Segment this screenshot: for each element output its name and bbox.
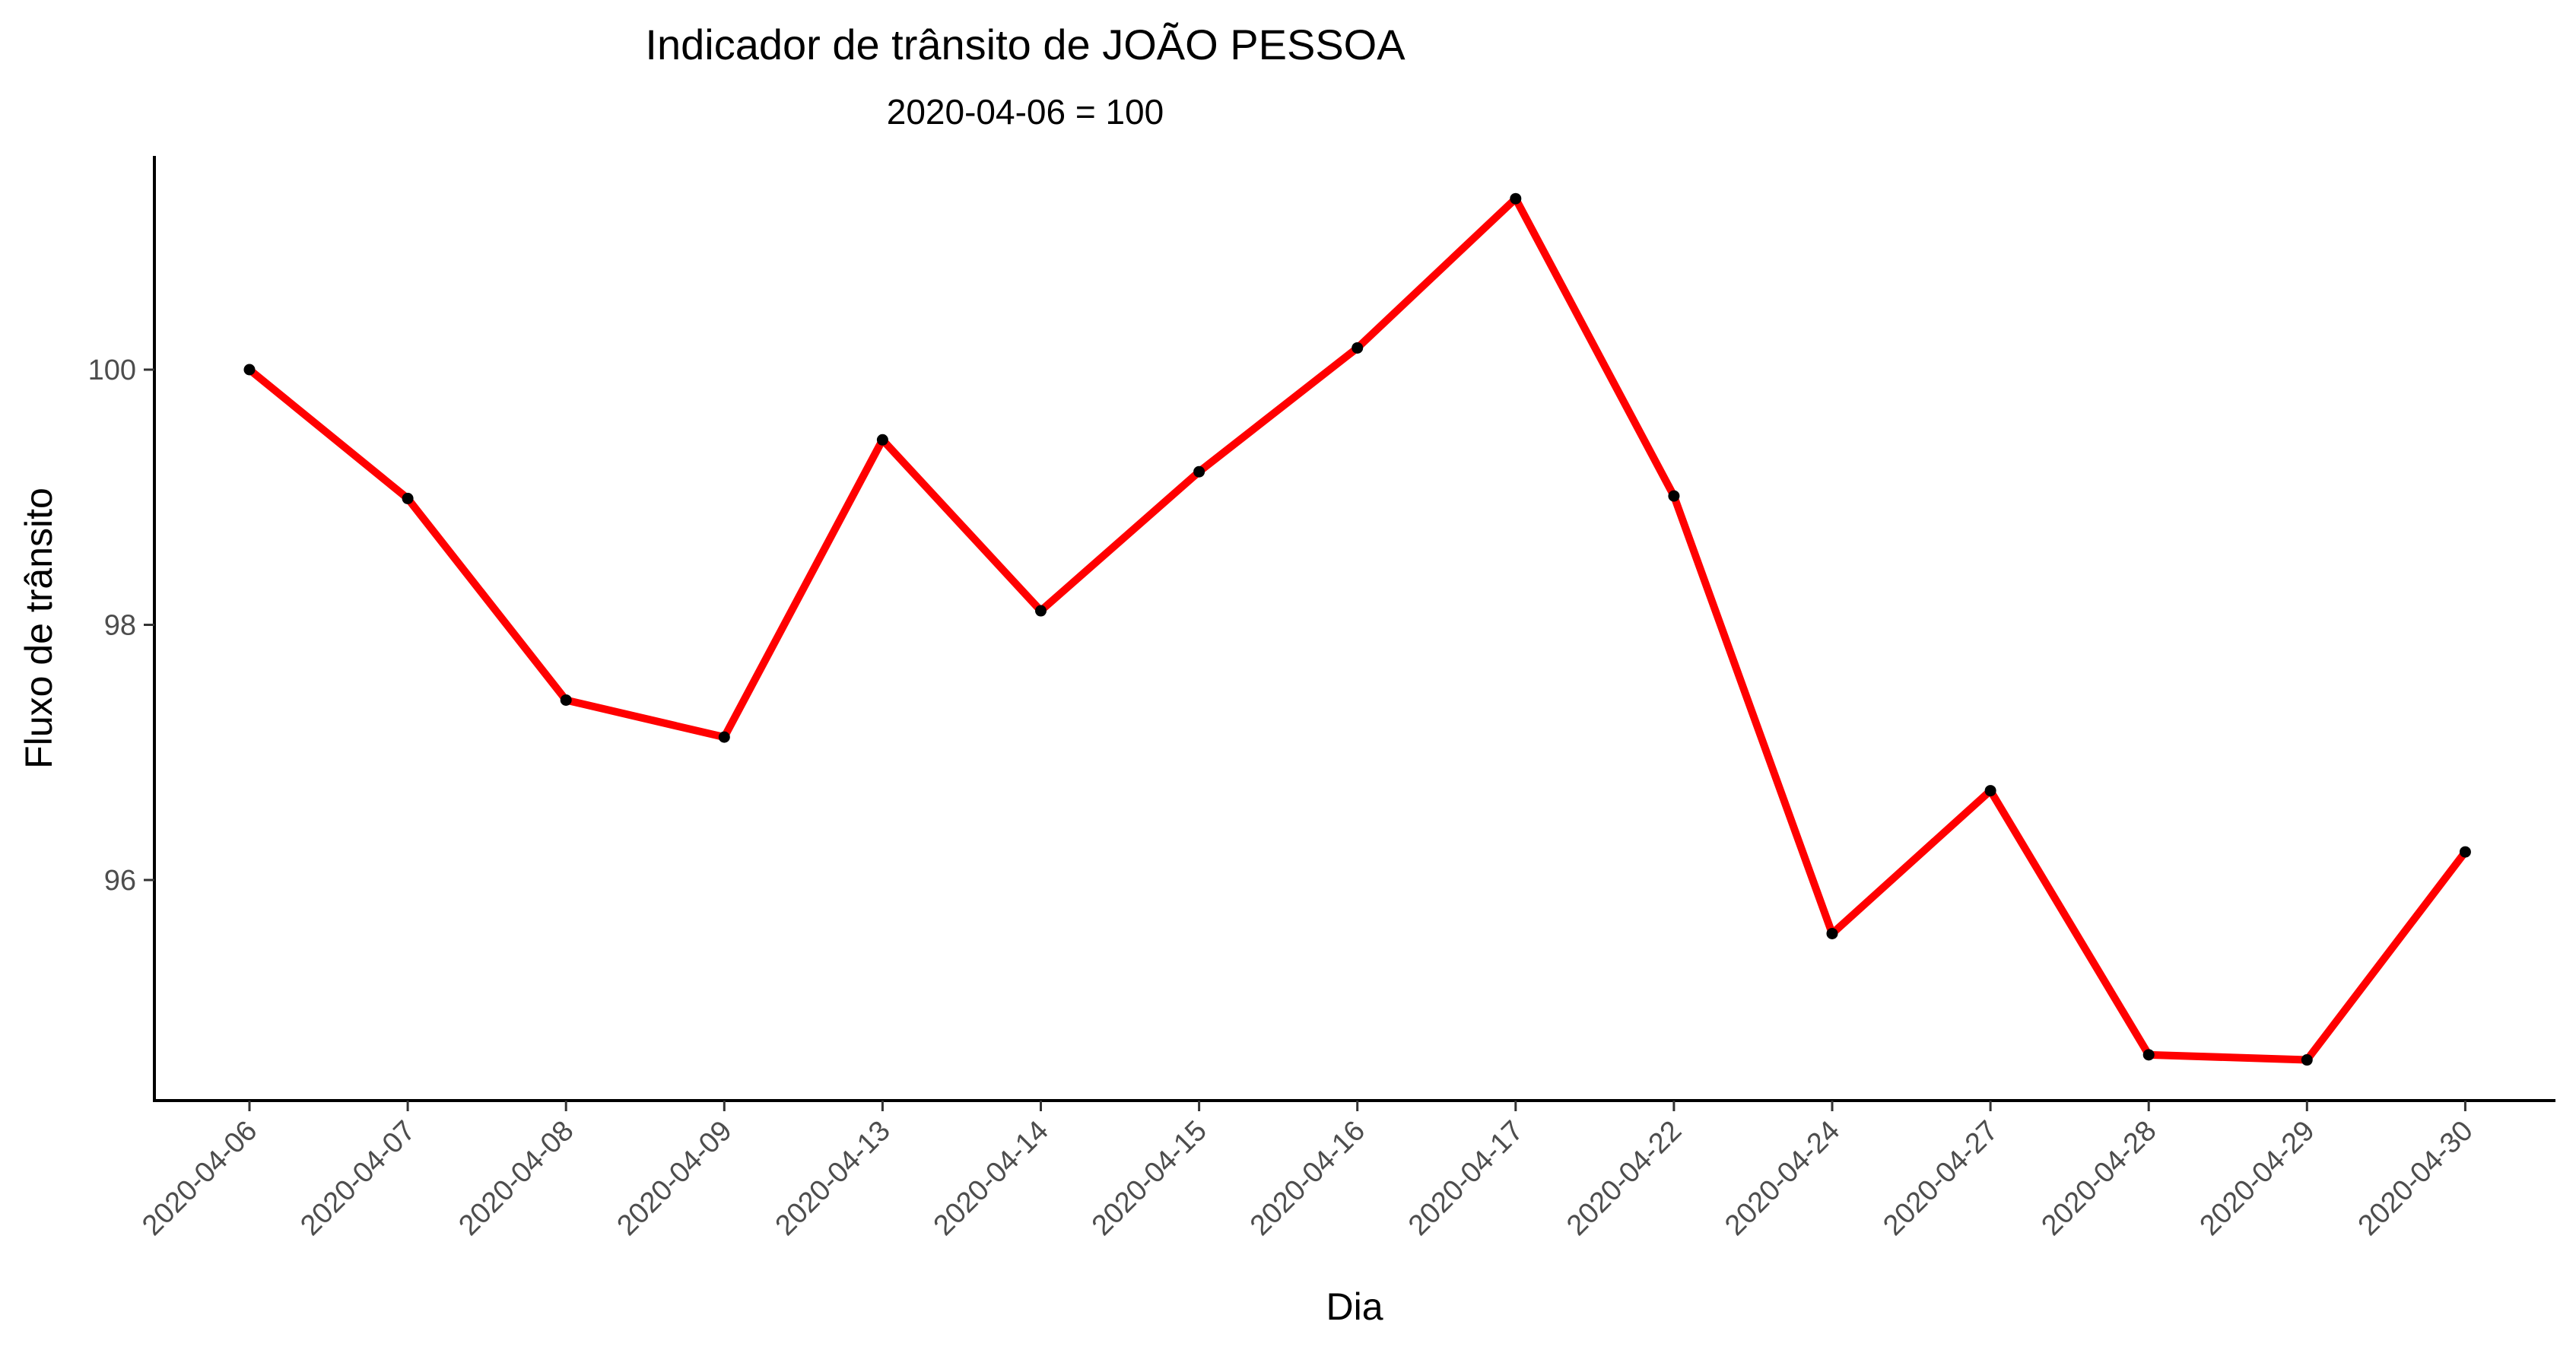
x-tick-label: 2020-04-27 xyxy=(1877,1115,2004,1242)
series-line xyxy=(246,195,2470,1064)
data-point xyxy=(1510,192,1522,205)
x-tick-label: 2020-04-22 xyxy=(1561,1115,1688,1242)
data-point xyxy=(1035,605,1047,617)
x-tick-label: 2020-04-08 xyxy=(453,1115,580,1242)
y-tick-label: 96 xyxy=(104,865,136,897)
x-tick-label: 2020-04-16 xyxy=(1244,1115,1371,1242)
x-tick-label: 2020-04-13 xyxy=(770,1115,897,1242)
x-tick-label: 2020-04-24 xyxy=(1719,1115,1846,1242)
data-point xyxy=(1984,785,1996,797)
x-tick-label: 2020-04-17 xyxy=(1402,1115,1529,1242)
x-tick-label: 2020-04-07 xyxy=(294,1115,421,1242)
data-point xyxy=(876,434,888,446)
data-point xyxy=(718,731,730,743)
data-point xyxy=(2142,1049,2155,1061)
data-point xyxy=(1193,465,1205,478)
x-tick-label: 2020-04-30 xyxy=(2352,1115,2479,1242)
x-tick-label: 2020-04-28 xyxy=(2035,1115,2162,1242)
data-point xyxy=(1826,927,1838,939)
data-point xyxy=(402,492,414,504)
data-point xyxy=(560,694,572,706)
y-tick-label: 100 xyxy=(88,354,136,386)
x-tick-label: 2020-04-09 xyxy=(611,1115,738,1242)
y-axis-title: Fluxo de trânsito xyxy=(17,488,60,769)
data-point xyxy=(2301,1054,2313,1066)
data-point xyxy=(1668,490,1680,502)
x-tick-label: 2020-04-06 xyxy=(136,1115,263,1242)
chart-subtitle: 2020-04-06 = 100 xyxy=(887,92,1164,132)
chart-title: Indicador de trânsito de JOÃO PESSOA xyxy=(645,21,1406,68)
y-tick-label: 98 xyxy=(104,610,136,642)
x-tick-label: 2020-04-29 xyxy=(2194,1115,2321,1242)
data-point xyxy=(1352,342,1364,354)
x-tick-label: 2020-04-15 xyxy=(1086,1115,1213,1242)
data-point xyxy=(243,364,256,376)
x-tick-label: 2020-04-14 xyxy=(928,1115,1055,1242)
data-point xyxy=(2459,846,2471,858)
x-axis-title: Dia xyxy=(1326,1285,1383,1328)
